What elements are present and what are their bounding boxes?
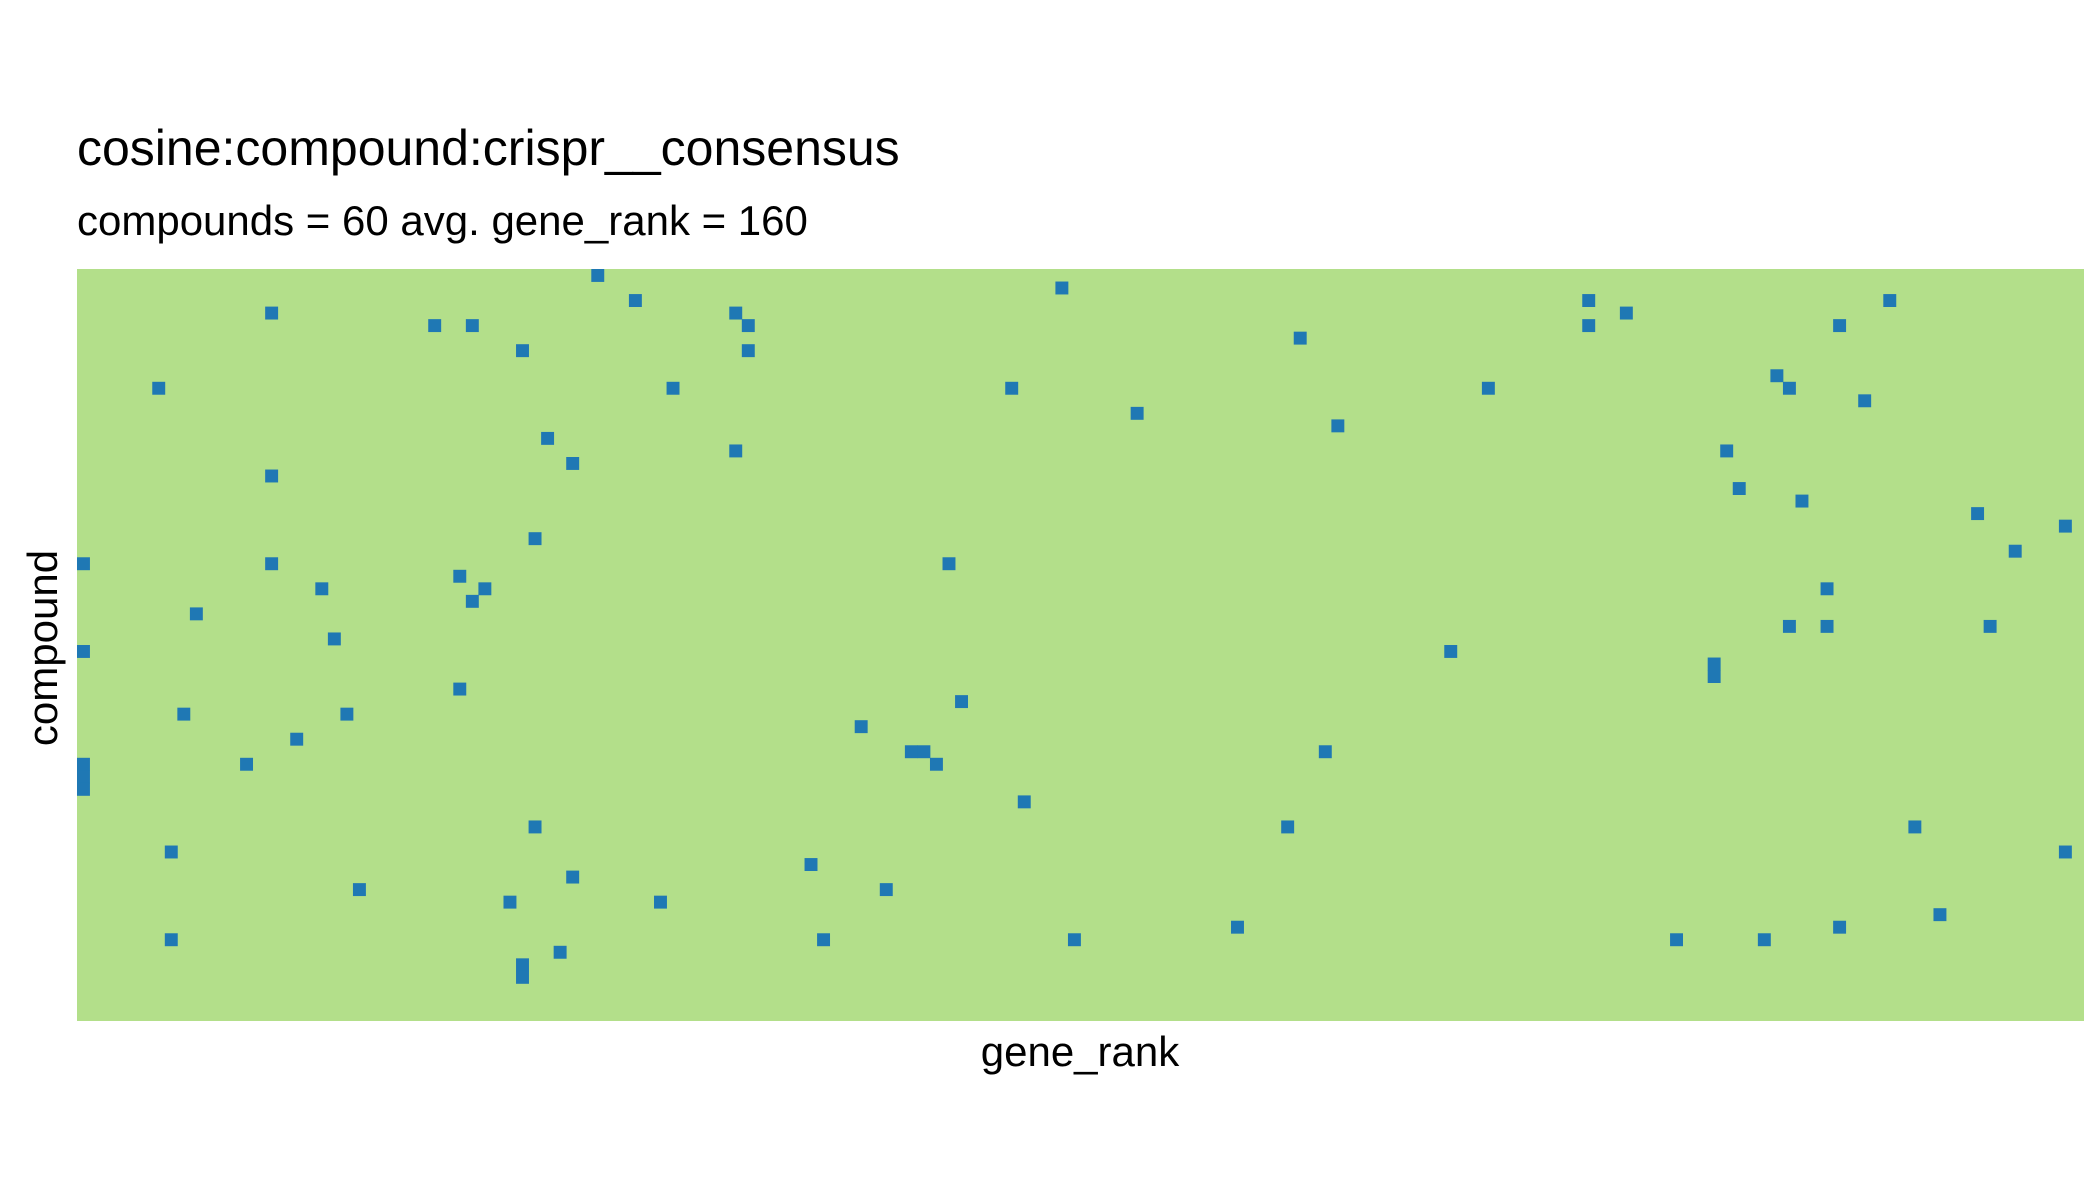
heatmap-cell (879, 883, 893, 897)
heatmap-cell (265, 557, 279, 571)
heatmap-cell (1444, 645, 1458, 658)
heatmap-cell (942, 557, 956, 571)
heatmap-cell (1971, 507, 1985, 521)
x-axis-label: gene_rank (980, 1028, 1180, 1075)
heatmap-cell (516, 970, 529, 984)
heatmap-cell (164, 933, 178, 947)
heatmap-cell (1820, 619, 1834, 633)
heatmap-cell (189, 607, 203, 621)
heatmap-cell (541, 431, 555, 445)
heatmap-cell (1732, 482, 1746, 495)
heatmap-cell (1130, 406, 1144, 420)
heatmap-cell (1720, 444, 1734, 458)
heatmap-cell (1231, 920, 1244, 934)
heatmap-cell (553, 945, 567, 959)
heatmap-cells (77, 269, 2072, 984)
heatmap-cell (290, 732, 304, 746)
heatmap-cell (729, 306, 743, 320)
heatmap-cell (1858, 394, 1872, 408)
heatmap-cell (1833, 920, 1847, 934)
y-axis-label: compound (19, 549, 66, 747)
heatmap-cell (1293, 331, 1307, 345)
heatmap-cell (265, 306, 279, 320)
heatmap-cell (177, 707, 191, 721)
heatmap-cell (566, 870, 580, 884)
heatmap-cell (528, 532, 542, 546)
heatmap-cell (955, 695, 968, 709)
heatmap-cell (1820, 582, 1834, 596)
heatmap-cell (1670, 933, 1683, 947)
heatmap-cell (1707, 657, 1721, 671)
heatmap-cell (1017, 795, 1031, 809)
heatmap-cell (1582, 294, 1596, 307)
heatmap-cell (1795, 494, 1809, 508)
heatmap-cell (904, 745, 918, 759)
heatmap-cell (516, 958, 529, 972)
heatmap-cell (1833, 319, 1847, 333)
heatmap-cell (566, 457, 580, 470)
heatmap-cell (528, 820, 542, 834)
heatmap-cell (2058, 519, 2072, 533)
heatmap-cell (77, 782, 90, 796)
heatmap-cell (1983, 619, 1997, 633)
heatmap-cell (465, 594, 479, 608)
heatmap-cell (77, 757, 90, 771)
heatmap-cell (327, 632, 341, 646)
heatmap-cell (465, 319, 479, 333)
heatmap-cell (352, 883, 366, 897)
heatmap-cell (2058, 845, 2072, 859)
heatmap-cell (1619, 306, 1633, 320)
heatmap-cell (1782, 381, 1796, 395)
chart-title: cosine:compound:crispr__consensus (77, 120, 900, 176)
heatmap-cell (1757, 933, 1771, 947)
heatmap-cell (741, 319, 755, 333)
heatmap-cell (503, 895, 517, 909)
heatmap-cell (77, 645, 90, 658)
heatmap-cell (516, 344, 529, 358)
heatmap-cell (478, 582, 492, 596)
heatmap-cell (804, 858, 818, 871)
heatmap-cell (340, 707, 354, 721)
heatmap-cell (1318, 745, 1332, 759)
heatmap-cell (265, 469, 279, 483)
heatmap-cell (654, 895, 667, 909)
heatmap-cell (1331, 419, 1345, 433)
heatmap-cell (453, 569, 467, 583)
heatmap-cell (1005, 381, 1019, 395)
heatmap-cell (1933, 908, 1947, 922)
heatmap-cell (77, 770, 90, 784)
heatmap-cell (817, 933, 831, 947)
heatmap-cell (729, 444, 743, 458)
heatmap-cell (591, 269, 605, 282)
heatmap-cell (628, 294, 642, 307)
heatmap-cell (453, 682, 467, 696)
heatmap-cell (1582, 319, 1596, 333)
heatmap-cell (917, 745, 931, 759)
heatmap-cell (315, 582, 329, 596)
heatmap-cell (741, 344, 755, 358)
heatmap-cell (152, 381, 166, 395)
heatmap-cell (1481, 381, 1495, 395)
heatmap-cell (929, 757, 943, 771)
heatmap-cell (1770, 369, 1784, 383)
heatmap-background (77, 269, 2084, 1021)
heatmap-cell (854, 720, 868, 734)
heatmap-cell (240, 757, 254, 771)
heatmap-cell (428, 319, 442, 333)
heatmap-cell (666, 381, 680, 395)
heatmap-cell (1707, 670, 1721, 683)
heatmap-cell (1055, 281, 1069, 295)
heatmap-cell (1883, 294, 1897, 307)
heatmap-cell (2008, 544, 2022, 558)
heatmap-cell (1908, 820, 1922, 834)
heatmap-cell (1782, 619, 1796, 633)
heatmap-cell (164, 845, 178, 859)
heatmap-cell (77, 557, 90, 571)
chart-subtitle: compounds = 60 avg. gene_rank = 160 (77, 197, 808, 244)
heatmap-cell (1281, 820, 1295, 834)
heatmap-cell (1067, 933, 1081, 947)
